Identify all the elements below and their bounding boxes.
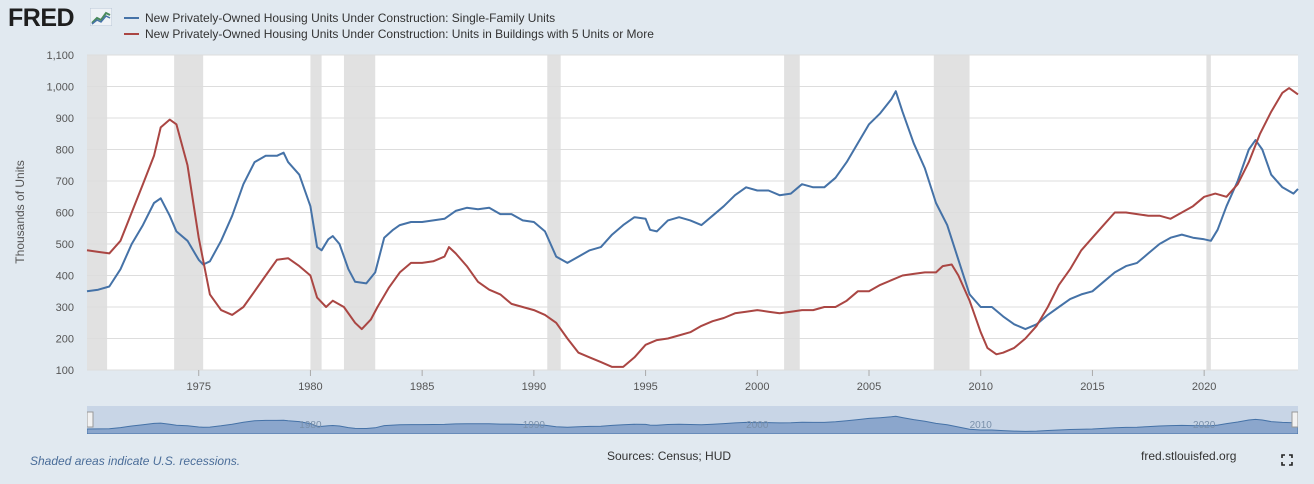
- y-tick-label: 600: [56, 208, 74, 220]
- sources-text: Sources: Census; HUD: [607, 449, 732, 463]
- legend-label-single-family: New Privately-Owned Housing Units Under …: [145, 11, 556, 25]
- y-tick-label: 100: [56, 365, 74, 377]
- y-axis-label: Thousands of Units: [13, 160, 27, 263]
- navigator-area: [86, 415, 1299, 435]
- fullscreen-icon[interactable]: [1281, 453, 1293, 471]
- y-tick-label: 300: [56, 302, 74, 314]
- navigator-label: 1990: [523, 420, 546, 431]
- fred-logo[interactable]: FRED: [8, 4, 75, 32]
- x-tick-label: 2015: [1080, 381, 1104, 393]
- site-link[interactable]: fred.stlouisfed.org: [1141, 449, 1237, 463]
- y-tick-label: 1,000: [46, 82, 74, 94]
- x-tick-label: 1990: [522, 381, 546, 393]
- legend-swatch-multi-family: [124, 33, 139, 35]
- navigator-label: 2000: [746, 420, 769, 431]
- series-line-single-family[interactable]: [86, 90, 1299, 331]
- legend-item-multi-family[interactable]: New Privately-Owned Housing Units Under …: [124, 26, 654, 42]
- series-lines: [86, 87, 1299, 368]
- x-tick-label: 2000: [745, 381, 769, 393]
- y-tick-label: 1,100: [46, 50, 74, 62]
- series-line-multi-family[interactable]: [86, 87, 1299, 368]
- y-tick-label: 800: [56, 145, 74, 157]
- x-tick-label: 1995: [633, 381, 657, 393]
- navigator-series: [86, 415, 1299, 435]
- x-tick-label: 2005: [857, 381, 881, 393]
- y-tick-label: 400: [56, 271, 74, 283]
- y-tick-label: 200: [56, 334, 74, 346]
- recession-note: Shaded areas indicate U.S. recessions.: [30, 454, 241, 468]
- legend: New Privately-Owned Housing Units Under …: [124, 10, 654, 42]
- navigator-right-handle[interactable]: [1291, 411, 1299, 428]
- x-tick-label: 1985: [410, 381, 434, 393]
- x-tick-label: 2020: [1192, 381, 1216, 393]
- navigator-left-handle[interactable]: [86, 411, 94, 428]
- legend-item-single-family[interactable]: New Privately-Owned Housing Units Under …: [124, 10, 654, 26]
- trend-line-icon: [89, 7, 113, 31]
- y-axis-ticks: 100 200 300 400 500 600 700 800 900 1,000 1,100: [46, 50, 74, 377]
- y-tick-label: 500: [56, 239, 74, 251]
- y-tick-label: 900: [56, 113, 74, 125]
- y-tick-label: 700: [56, 176, 74, 188]
- x-tick-label: 1980: [298, 381, 322, 393]
- grid-lines: [87, 54, 1298, 371]
- x-tick-label: 2010: [968, 381, 992, 393]
- x-axis-ticks: 1975 1980 1985 1990 1995 2000 2005 2010 2015 2020: [186, 370, 1216, 393]
- navigator-label: 1980: [299, 420, 322, 431]
- navigator-labels: 1980 1990 2000 2010 2020: [299, 420, 1215, 431]
- x-tick-label: 1975: [186, 381, 210, 393]
- range-navigator[interactable]: 1980 1990 2000 2010 2020: [86, 406, 1299, 435]
- navigator-label: 2020: [1193, 420, 1216, 431]
- legend-label-multi-family: New Privately-Owned Housing Units Under …: [145, 27, 654, 41]
- navigator-label: 2010: [970, 420, 993, 431]
- legend-swatch-single-family: [124, 17, 139, 19]
